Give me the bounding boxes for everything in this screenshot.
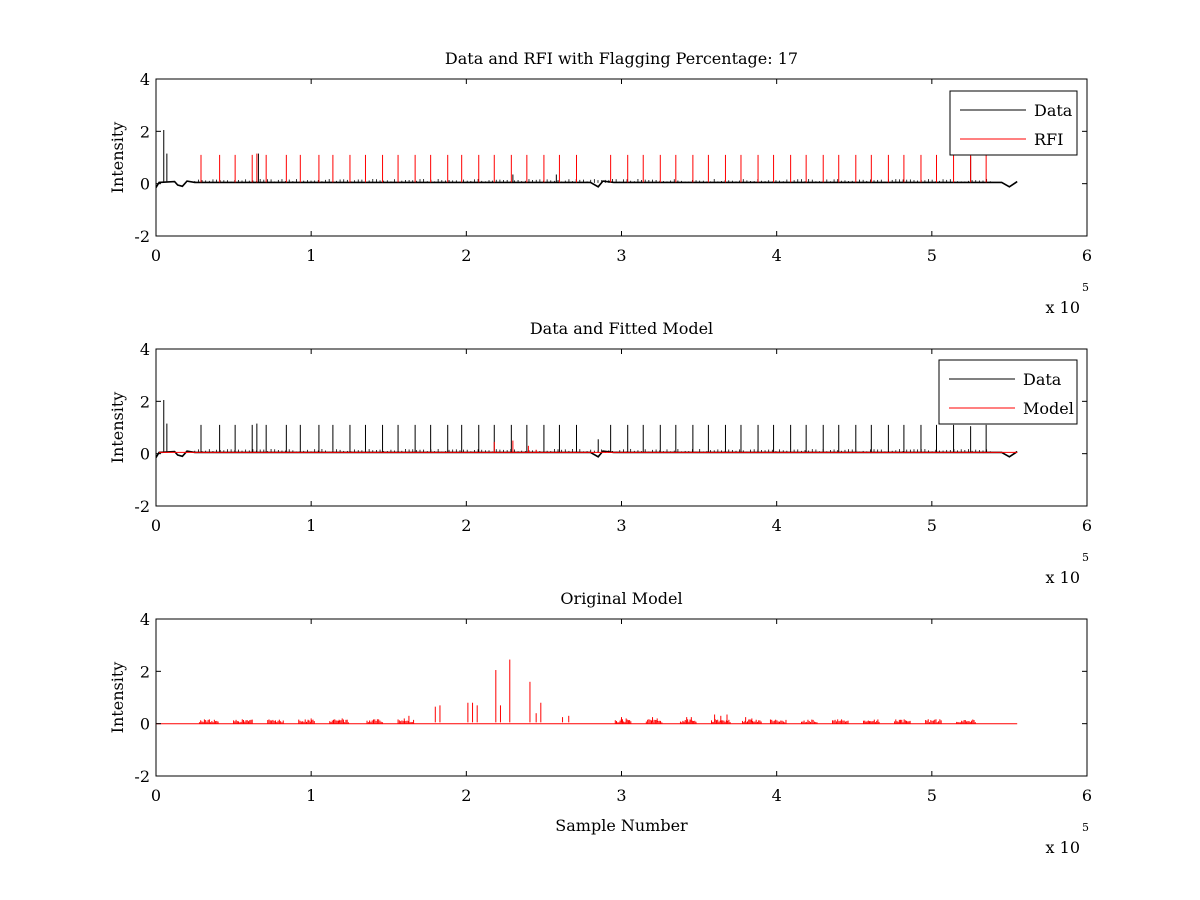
x-exponent-power: 5	[1082, 551, 1089, 564]
y-tick-label: 4	[140, 340, 150, 359]
y-tick-label: -2	[134, 767, 150, 786]
y-tick-label: 4	[140, 70, 150, 89]
x-tick-label: 1	[306, 516, 316, 535]
chart-title: Data and RFI with Flagging Percentage: 1…	[445, 49, 798, 68]
x-tick-label: 2	[461, 246, 471, 265]
plot-content	[156, 130, 1018, 189]
y-tick-label: 2	[140, 392, 150, 411]
series-model	[156, 659, 1018, 725]
x-tick-label: 0	[151, 786, 161, 805]
plot-content	[156, 400, 1018, 459]
x-exponent-base: x 10	[1046, 838, 1080, 857]
series-rfi	[200, 153, 987, 183]
x-tick-label: 2	[461, 516, 471, 535]
x-exponent-power: 5	[1082, 281, 1089, 294]
y-axis-label: Intensity	[108, 392, 127, 464]
legend-label-data: Data	[1023, 370, 1062, 389]
legend-box	[949, 90, 1078, 156]
chart-title: Data and Fitted Model	[530, 319, 713, 338]
plot-area	[155, 78, 1088, 237]
x-tick-label: 4	[772, 786, 782, 805]
legend-label-rfi: RFI	[1034, 130, 1063, 149]
x-tick-label: 5	[927, 786, 937, 805]
x-tick-label: 5	[927, 246, 937, 265]
x-tick-label: 0	[151, 246, 161, 265]
x-tick-label: 3	[616, 786, 626, 805]
y-axis-label: Intensity	[108, 662, 127, 734]
y-tick-label: 4	[140, 610, 150, 629]
x-tick-label: 6	[1082, 516, 1092, 535]
x-tick-label: 1	[306, 786, 316, 805]
legend: Data RFI	[949, 90, 1078, 156]
series-line	[156, 180, 1018, 189]
y-tick-label: -2	[134, 497, 150, 516]
y-tick-label: 0	[140, 175, 150, 194]
x-tick-label: 4	[772, 516, 782, 535]
plot-area	[155, 348, 1088, 507]
x-exponent-base: x 10	[1046, 568, 1080, 587]
y-tick-label: 0	[140, 715, 150, 734]
x-tick-label: 6	[1082, 786, 1092, 805]
plot-area	[155, 618, 1088, 777]
x-tick-label: 1	[306, 246, 316, 265]
legend-label-data: Data	[1034, 101, 1073, 120]
x-exponent-power: 5	[1082, 821, 1089, 834]
legend-box	[938, 359, 1078, 425]
x-tick-label: 4	[772, 246, 782, 265]
legend-label-model: Model	[1023, 399, 1074, 418]
chart-title: Original Model	[560, 589, 682, 608]
x-tick-label: 2	[461, 786, 471, 805]
series-model	[159, 440, 1018, 453]
x-exponent-base: x 10	[1046, 298, 1080, 317]
series-data	[156, 130, 1018, 189]
x-tick-label: 0	[151, 516, 161, 535]
legend: Data Model	[938, 359, 1078, 425]
x-tick-label: 3	[616, 516, 626, 535]
y-tick-label: 0	[140, 445, 150, 464]
y-tick-label: -2	[134, 227, 150, 246]
plot-content	[156, 659, 1018, 725]
x-tick-label: 6	[1082, 246, 1092, 265]
x-axis-label: Sample Number	[555, 816, 688, 835]
y-tick-label: 2	[140, 122, 150, 141]
x-tick-label: 3	[616, 246, 626, 265]
y-tick-label: 2	[140, 662, 150, 681]
y-axis-label: Intensity	[108, 122, 127, 194]
x-tick-label: 5	[927, 516, 937, 535]
